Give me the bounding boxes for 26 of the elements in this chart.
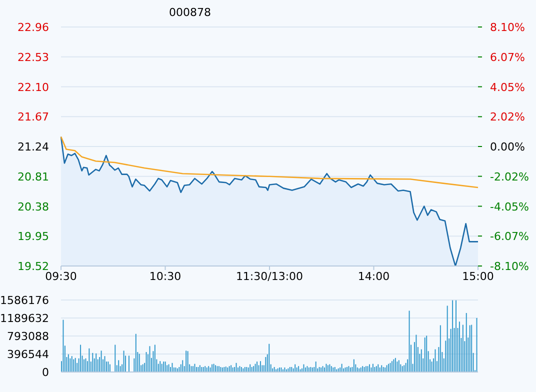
y-tick-label: 793088 xyxy=(7,330,49,343)
y-tick-label: 1586176 xyxy=(0,294,49,307)
y-tick-label: 21.24 xyxy=(18,140,49,154)
x-tick-label: 14:00 xyxy=(358,270,390,283)
y-tick-label: 22.10 xyxy=(18,80,49,94)
y2-tick-label: 2.02% xyxy=(490,110,525,124)
y2-tick-label: 4.05% xyxy=(490,80,525,94)
y-tick-label: 0 xyxy=(42,366,49,379)
x-tick-label: 11:30/13:00 xyxy=(236,270,304,283)
y-tick-label: 1189632 xyxy=(0,312,49,325)
line-series xyxy=(60,136,479,188)
y-tick-label: 19.95 xyxy=(18,230,49,244)
y2-tick-label: 6.07% xyxy=(490,50,525,64)
chart-title: 000878 xyxy=(168,6,212,19)
y2-tick-label: -2.02% xyxy=(490,170,529,184)
y2-tick-label: 8.10% xyxy=(490,21,525,34)
y-tick-label: 21.67 xyxy=(18,110,49,124)
y-tick-label: 22.96 xyxy=(18,21,49,34)
y2-tick-label: -4.05% xyxy=(490,200,529,214)
y-tick-label: 396544 xyxy=(7,348,49,361)
y-tick-label: 20.38 xyxy=(18,200,49,214)
y2-tick-label: 0.00% xyxy=(490,140,525,154)
y2-tick-label: -6.07% xyxy=(490,230,529,244)
x-tick-label: 10:30 xyxy=(149,270,182,283)
y-tick-label: 22.53 xyxy=(18,50,49,64)
y-tick-label: 20.81 xyxy=(18,170,49,184)
